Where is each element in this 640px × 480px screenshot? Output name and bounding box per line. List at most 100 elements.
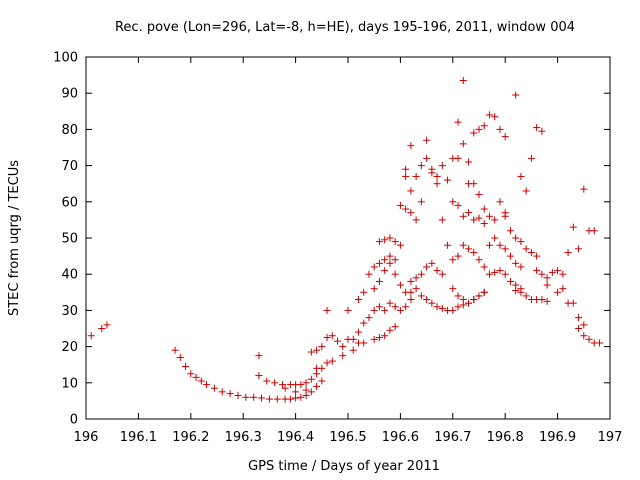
data-point bbox=[559, 285, 567, 293]
data-point bbox=[454, 303, 462, 311]
data-point bbox=[370, 263, 378, 271]
data-point bbox=[375, 277, 383, 285]
data-point bbox=[512, 234, 520, 242]
data-point bbox=[365, 270, 373, 278]
data-point bbox=[407, 277, 415, 285]
data-point bbox=[454, 118, 462, 126]
data-point bbox=[465, 209, 473, 217]
data-point bbox=[438, 270, 446, 278]
data-point bbox=[496, 267, 504, 275]
data-point bbox=[407, 296, 415, 304]
data-point bbox=[365, 314, 373, 322]
x-tick-label: 196.7 bbox=[434, 430, 471, 445]
data-point bbox=[302, 379, 310, 387]
data-point bbox=[470, 129, 478, 137]
data-point bbox=[491, 234, 499, 242]
data-point bbox=[386, 299, 394, 307]
data-point bbox=[370, 335, 378, 343]
y-tick-label: 80 bbox=[61, 123, 78, 138]
y-tick-label: 50 bbox=[61, 232, 78, 247]
data-point bbox=[517, 263, 525, 271]
data-point bbox=[506, 252, 514, 260]
x-tick-label: 196.4 bbox=[277, 430, 314, 445]
data-point bbox=[470, 248, 478, 256]
data-point bbox=[417, 292, 425, 300]
y-tick-label: 20 bbox=[61, 340, 78, 355]
data-point bbox=[87, 332, 95, 340]
data-point bbox=[512, 259, 520, 267]
data-point bbox=[475, 125, 483, 133]
data-point bbox=[271, 379, 279, 387]
data-point bbox=[197, 377, 205, 385]
data-point bbox=[386, 326, 394, 334]
data-point bbox=[407, 209, 415, 217]
data-point bbox=[210, 384, 218, 392]
data-point bbox=[407, 142, 415, 150]
data-point bbox=[292, 388, 300, 396]
y-axis-label: STEC from uqrg / TECUs bbox=[7, 160, 22, 316]
data-point bbox=[242, 393, 250, 401]
data-point bbox=[575, 245, 583, 253]
data-point bbox=[501, 133, 509, 141]
y-tick-label: 60 bbox=[61, 195, 78, 210]
data-point bbox=[423, 263, 431, 271]
data-point bbox=[491, 113, 499, 121]
data-point bbox=[375, 259, 383, 267]
data-point bbox=[569, 299, 577, 307]
data-point bbox=[543, 274, 551, 282]
data-point bbox=[103, 321, 111, 329]
data-point bbox=[496, 125, 504, 133]
data-point bbox=[273, 395, 281, 403]
y-tick-label: 10 bbox=[61, 376, 78, 391]
data-point bbox=[391, 323, 399, 331]
data-point bbox=[491, 268, 499, 276]
data-point bbox=[339, 352, 347, 360]
data-point bbox=[517, 172, 525, 180]
data-point bbox=[465, 299, 473, 307]
data-points bbox=[87, 77, 604, 403]
data-point bbox=[575, 314, 583, 322]
data-point bbox=[407, 187, 415, 195]
data-point bbox=[433, 267, 441, 275]
data-point bbox=[250, 393, 258, 401]
data-point bbox=[328, 357, 336, 365]
data-point bbox=[459, 212, 467, 220]
data-point bbox=[475, 191, 483, 199]
data-point bbox=[375, 238, 383, 246]
data-point bbox=[354, 296, 362, 304]
data-point bbox=[402, 172, 410, 180]
data-point bbox=[480, 288, 488, 296]
data-point bbox=[517, 288, 525, 296]
data-point bbox=[98, 325, 106, 332]
data-point bbox=[292, 394, 300, 402]
data-point bbox=[349, 346, 357, 354]
data-point bbox=[391, 238, 399, 246]
data-point bbox=[349, 335, 357, 343]
data-point bbox=[506, 227, 514, 235]
data-point bbox=[375, 334, 383, 342]
data-point bbox=[318, 377, 326, 385]
data-point bbox=[454, 252, 462, 260]
data-point bbox=[428, 299, 436, 307]
data-point bbox=[585, 335, 593, 343]
data-point bbox=[370, 306, 378, 314]
data-point bbox=[554, 267, 562, 275]
data-point bbox=[318, 343, 326, 351]
data-point bbox=[459, 301, 467, 309]
data-point bbox=[480, 220, 488, 228]
data-point bbox=[527, 154, 535, 162]
data-point bbox=[459, 241, 467, 249]
x-tick-label: 196 bbox=[74, 430, 99, 445]
data-point bbox=[522, 245, 530, 253]
data-point bbox=[265, 395, 273, 403]
data-point bbox=[417, 198, 425, 206]
data-point bbox=[375, 303, 383, 311]
data-point bbox=[313, 364, 321, 372]
data-point bbox=[386, 252, 394, 260]
x-tick-label: 196.2 bbox=[172, 430, 209, 445]
data-point bbox=[339, 343, 347, 351]
data-point bbox=[226, 390, 234, 398]
data-point bbox=[454, 292, 462, 300]
data-point bbox=[559, 270, 567, 278]
